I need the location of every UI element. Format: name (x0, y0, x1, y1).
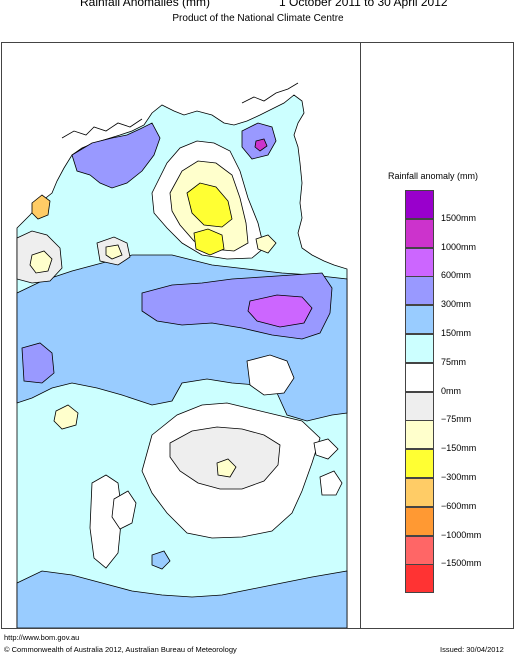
legend-label: 1500mm (441, 212, 477, 223)
anomaly-0-south-small (111, 490, 137, 530)
map-title: Rainfall Anomalies (mm) (80, 0, 211, 9)
legend-label: −150mm (441, 443, 477, 454)
anomaly-neg300-south (193, 228, 225, 256)
coastline-north (61, 82, 299, 139)
legend-swatch (405, 391, 434, 421)
legend-swatch (405, 449, 434, 479)
anomaly-0-east-spot (319, 470, 343, 496)
anomaly-0-south-west (89, 474, 123, 569)
anomaly-1000-northeast (254, 138, 268, 152)
map-period: 1 October 2011 to 30 April 2012 (279, 0, 448, 9)
copyright-notice: © Commonwealth of Australia 2012, Austra… (4, 645, 237, 654)
legend-swatch (405, 506, 434, 536)
legend-divider (360, 42, 361, 629)
rainfall-anomaly-map (2, 43, 360, 628)
anomaly-neg300-north (186, 182, 233, 228)
legend-swatch (405, 420, 434, 450)
legend-label: −75mm (441, 414, 472, 425)
legend-label: 1000mm (441, 241, 477, 252)
legend-swatch (405, 190, 434, 219)
anomaly-600-patch (247, 294, 313, 328)
anomaly-neg150-west-spot (53, 404, 79, 430)
legend-label: 150mm (441, 328, 472, 338)
anomaly-300-west (21, 342, 55, 384)
legend-label: −1000mm (441, 529, 482, 540)
anomaly-150-south (16, 570, 348, 628)
source-url: http://www.bom.gov.au (4, 633, 80, 642)
legend-swatch (405, 218, 434, 248)
legend-swatch (405, 564, 434, 594)
anomaly-neg600-coast (31, 194, 51, 220)
legend-swatch (405, 535, 434, 565)
title-row: Rainfall Anomalies (mm) 1 October 2011 t… (0, 0, 516, 11)
legend-label: −1500mm (441, 558, 482, 569)
legend-label: −300mm (441, 472, 477, 482)
issued-date: Issued: 30/04/2012 (440, 645, 504, 654)
legend-label: 600mm (441, 270, 472, 281)
legend-swatch (405, 334, 434, 363)
legend-title: Rainfall anomaly (mm) (388, 171, 479, 181)
legend-label: −600mm (441, 500, 477, 511)
legend-swatch (405, 276, 434, 306)
anomaly-neg75-central (169, 426, 281, 490)
legend-label: 0mm (441, 385, 461, 396)
anomaly-neg150-west-inner (29, 250, 53, 274)
legend-swatch (405, 362, 434, 392)
anomaly-150-south-spot (151, 550, 171, 570)
anomaly-neg150-central (216, 458, 237, 478)
anomaly-0-east-spot-2 (313, 438, 339, 460)
map-frame (1, 42, 514, 629)
anomaly-neg150-mid (105, 244, 123, 260)
anomaly-neg150-east (255, 234, 277, 254)
map-subtitle: Product of the National Climate Centre (172, 13, 344, 24)
legend-label: 75mm (441, 356, 467, 367)
legend-swatch (405, 478, 434, 507)
anomaly-300-north (71, 122, 161, 189)
anomaly-0-interior (246, 354, 295, 396)
legend-label: 300mm (441, 299, 472, 310)
legend-swatch (405, 247, 434, 277)
legend-swatch (405, 305, 434, 335)
